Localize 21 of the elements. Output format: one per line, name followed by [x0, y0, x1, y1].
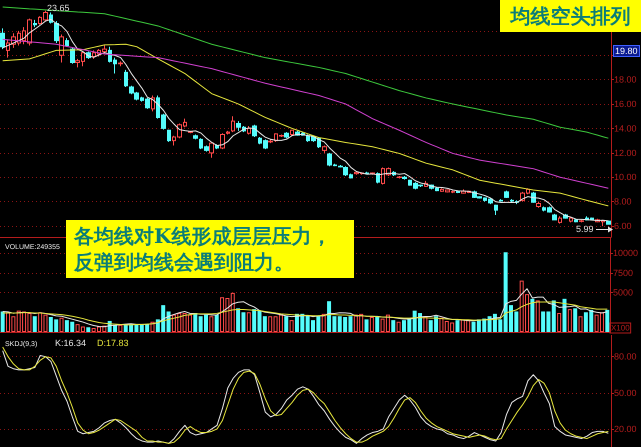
y-tick-label: 16.00 [614, 99, 637, 110]
annotation: 各均线对K线形成层层压力，反弹到均线会遇到阻力。 [66, 220, 354, 278]
y-tick-label: 18.00 [614, 74, 637, 85]
y-tick-label: 12.00 [614, 148, 637, 158]
y-tick-label: 5000 [612, 288, 634, 298]
y-tick-label: 10000 [612, 248, 638, 258]
y-tick-label: 10.00 [614, 172, 637, 182]
text: D:17.83 [97, 338, 129, 348]
y-tick-label: 20.00 [614, 424, 637, 434]
y-axis-title: X100 [610, 324, 630, 332]
y-tick-label: 14.00 [614, 123, 637, 134]
annotation: 5.99 [576, 224, 594, 234]
text: 19.80 [613, 45, 640, 57]
y-tick-label: 80.00 [614, 352, 637, 362]
series-label: K:16.34 [55, 338, 86, 348]
annotation: 23.65 [47, 3, 70, 13]
y-tick-label: 6.00 [614, 221, 632, 232]
y-tick-label: 50.00 [614, 388, 637, 398]
y-tick-label: 7500 [612, 268, 634, 278]
annotation: 均线空头排列 [500, 0, 641, 32]
y-tick-label: 8.00 [614, 196, 632, 207]
